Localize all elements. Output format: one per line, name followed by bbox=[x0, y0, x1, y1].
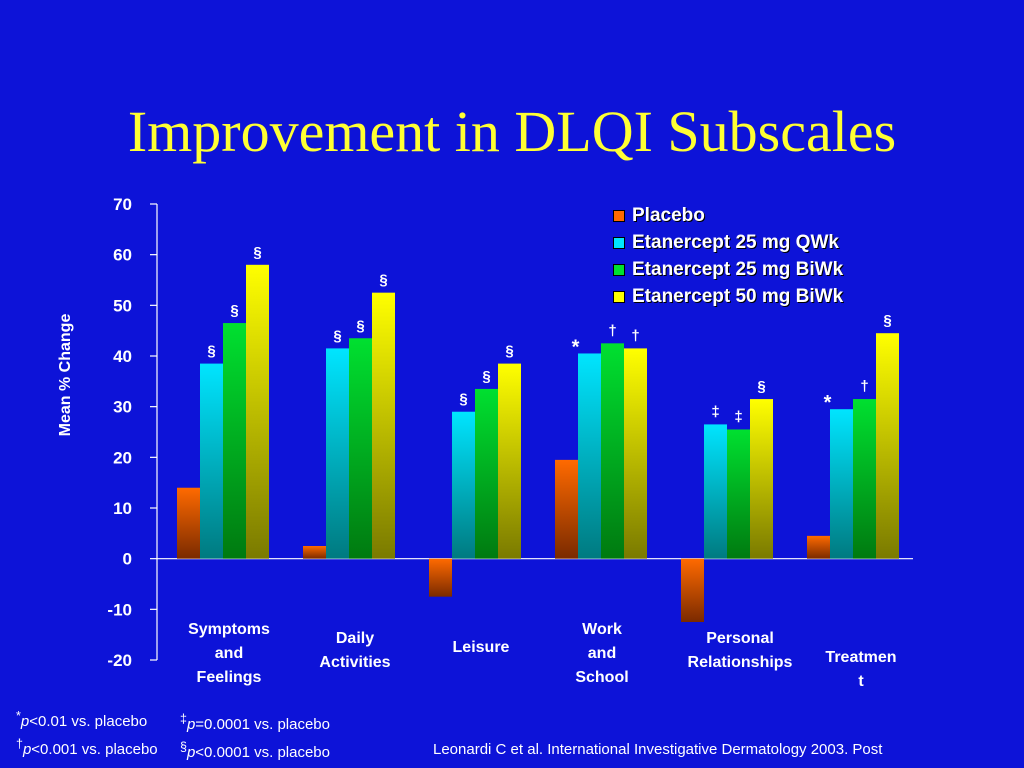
y-tick-label: 10 bbox=[113, 499, 132, 518]
y-tick-label: 60 bbox=[113, 246, 132, 265]
bar bbox=[750, 399, 773, 559]
bar bbox=[452, 411, 475, 559]
legend-swatch-placebo bbox=[613, 209, 625, 222]
bar bbox=[704, 424, 727, 559]
bar bbox=[303, 546, 326, 559]
y-tick-label: 0 bbox=[123, 550, 132, 569]
y-tick-label: -10 bbox=[107, 600, 132, 619]
significance-mark: § bbox=[207, 343, 215, 360]
y-tick-label: -20 bbox=[107, 651, 132, 670]
bar bbox=[223, 323, 246, 559]
bar bbox=[246, 264, 269, 559]
x-tick-label: Activities bbox=[319, 654, 390, 671]
x-tick-label: Leisure bbox=[453, 639, 510, 656]
legend-swatch-etanercept-50-biwk bbox=[613, 290, 625, 303]
bar bbox=[830, 409, 853, 559]
legend: Placebo Etanercept 25 mg QWk Etanercept … bbox=[613, 202, 843, 310]
bar bbox=[177, 487, 200, 559]
significance-mark: † bbox=[860, 378, 868, 395]
significance-mark: § bbox=[757, 378, 765, 395]
footnotes-right: ‡p=0.0001 vs. placebo §p<0.0001 vs. plac… bbox=[180, 708, 330, 764]
legend-label: Etanercept 50 mg BiWk bbox=[632, 285, 844, 307]
legend-label: Etanercept 25 mg BiWk bbox=[632, 258, 844, 280]
bar bbox=[578, 353, 601, 559]
significance-mark: § bbox=[482, 368, 490, 385]
significance-mark: * bbox=[572, 336, 580, 358]
bar bbox=[200, 363, 223, 559]
x-tick-label: and bbox=[215, 645, 243, 662]
significance-mark: † bbox=[631, 327, 639, 344]
significance-mark: * bbox=[824, 392, 832, 414]
bar bbox=[349, 338, 372, 559]
y-tick-label: 50 bbox=[113, 296, 132, 315]
footnote-section: §p<0.0001 vs. placebo bbox=[180, 740, 330, 761]
significance-mark: § bbox=[883, 312, 891, 329]
x-tick-label: Personal bbox=[706, 630, 774, 647]
legend-item-etanercept-25-qwk: Etanercept 25 mg QWk bbox=[613, 229, 843, 256]
y-axis-label: Mean % Change bbox=[57, 313, 74, 437]
legend-label: Etanercept 25 mg QWk bbox=[632, 231, 839, 253]
x-tick-label: and bbox=[588, 645, 616, 662]
bar bbox=[555, 459, 578, 559]
x-tick-label: Feelings bbox=[197, 669, 262, 686]
x-tick-label: School bbox=[575, 669, 628, 686]
x-tick-label: t bbox=[858, 673, 864, 690]
bar bbox=[853, 399, 876, 559]
bar bbox=[372, 292, 395, 559]
y-tick-label: 20 bbox=[113, 448, 132, 467]
significance-mark: § bbox=[505, 343, 513, 360]
legend-swatch-etanercept-25-biwk bbox=[613, 263, 625, 276]
x-tick-label: Daily bbox=[336, 630, 374, 647]
x-tick-label: Symptoms bbox=[188, 621, 270, 638]
significance-mark: § bbox=[230, 302, 238, 319]
x-tick-label: Work bbox=[582, 621, 622, 638]
footnote-asterisk: *p<0.01 vs. placebo bbox=[16, 709, 148, 730]
bar bbox=[876, 333, 899, 559]
significance-mark: ‡ bbox=[734, 408, 742, 425]
x-tick-label: Treatmen bbox=[825, 649, 896, 666]
bar bbox=[624, 348, 647, 559]
y-tick-label: 70 bbox=[113, 195, 132, 214]
bar bbox=[727, 429, 750, 559]
significance-mark: § bbox=[379, 272, 387, 289]
significance-mark: ‡ bbox=[711, 403, 719, 420]
legend-item-etanercept-50-biwk: Etanercept 50 mg BiWk bbox=[613, 283, 843, 310]
significance-mark: § bbox=[333, 327, 341, 344]
bar bbox=[807, 535, 830, 559]
y-tick-label: 30 bbox=[113, 398, 132, 417]
bar bbox=[429, 558, 452, 597]
bar bbox=[681, 558, 704, 622]
significance-mark: § bbox=[459, 391, 467, 408]
footnote-double-dagger: ‡p=0.0001 vs. placebo bbox=[180, 712, 330, 733]
page-title: Improvement in DLQI Subscales bbox=[127, 99, 897, 164]
legend-label: Placebo bbox=[632, 204, 705, 226]
significance-mark: † bbox=[608, 322, 616, 339]
bar bbox=[498, 363, 521, 559]
citation: Leonardi C et al. International Investig… bbox=[433, 741, 883, 758]
bar bbox=[601, 343, 624, 559]
x-tick-label: Relationships bbox=[688, 654, 793, 671]
footnotes-left: *p<0.01 vs. placebo †p<0.001 vs. placebo bbox=[16, 705, 158, 761]
significance-mark: § bbox=[356, 317, 364, 334]
legend-item-placebo: Placebo bbox=[613, 202, 843, 229]
legend-item-etanercept-25-biwk: Etanercept 25 mg BiWk bbox=[613, 256, 843, 283]
bar bbox=[475, 388, 498, 559]
footnote-dagger: †p<0.001 vs. placebo bbox=[16, 737, 158, 758]
bar bbox=[326, 348, 349, 559]
legend-swatch-etanercept-25-qwk bbox=[613, 236, 625, 249]
y-tick-label: 40 bbox=[113, 347, 132, 366]
significance-mark: § bbox=[253, 244, 261, 261]
